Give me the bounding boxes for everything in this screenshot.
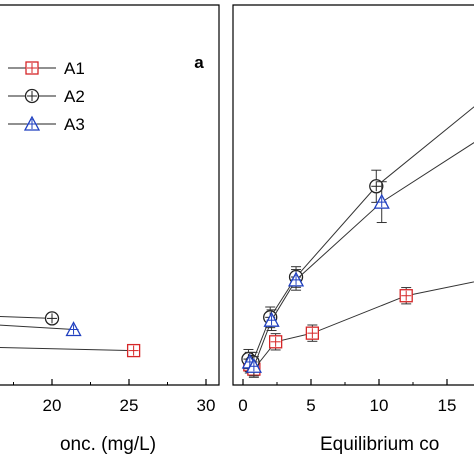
right-x-tick-label: 15 <box>438 396 457 415</box>
panel-label: a <box>194 53 204 72</box>
legend-label: A2 <box>64 87 85 106</box>
legend-entry-a3: A3 <box>8 115 85 134</box>
legend-label: A3 <box>64 115 85 134</box>
right-x-tick-label: 10 <box>370 396 389 415</box>
data-point <box>126 343 141 358</box>
legend-entry-a1: A1 <box>8 59 85 78</box>
right-x-tick-label: 5 <box>306 396 315 415</box>
left-series-a3 <box>0 321 82 337</box>
legend-entry-a2: A2 <box>8 87 85 106</box>
series-line <box>0 346 134 352</box>
legend-label: A1 <box>64 59 85 78</box>
data-point <box>305 326 320 340</box>
right-series-a1 <box>243 281 474 378</box>
data-point <box>65 321 82 337</box>
left-series-a2 <box>0 311 60 326</box>
right-x-tick-label: 0 <box>238 396 247 415</box>
legend-marker <box>25 61 39 75</box>
right-series-a3 <box>241 142 474 377</box>
left-panel-frame <box>0 4 220 386</box>
left-series-a1 <box>0 343 141 358</box>
left-x-tick-label: 30 <box>197 396 216 415</box>
series-line <box>249 142 474 368</box>
series-line <box>0 324 74 330</box>
data-point <box>369 179 384 194</box>
right-panel: 0 5 10 15 Equilibrium co <box>232 4 474 455</box>
series-line <box>0 316 53 319</box>
data-point <box>399 289 413 303</box>
data-point <box>287 271 305 287</box>
left-x-tick-label: 20 <box>43 396 62 415</box>
series-line <box>248 106 474 363</box>
left-panel: 20 25 30 a A1 A2 A3 onc. (mg/L) <box>0 4 220 455</box>
left-x-axis-label: onc. (mg/L) <box>60 434 156 455</box>
right-panel-frame <box>232 4 474 386</box>
legend: A1 A2 A3 <box>8 59 85 134</box>
data-point <box>268 335 283 349</box>
left-x-tick-label: 25 <box>120 396 139 415</box>
legend-marker <box>24 88 40 104</box>
data-point <box>263 311 280 327</box>
right-x-axis-label: Equilibrium co <box>320 434 439 455</box>
data-point <box>373 193 390 209</box>
right-series-a2 <box>241 106 474 373</box>
data-point <box>245 357 262 373</box>
data-point <box>44 311 60 326</box>
legend-marker <box>23 115 41 131</box>
series-line <box>249 281 474 370</box>
